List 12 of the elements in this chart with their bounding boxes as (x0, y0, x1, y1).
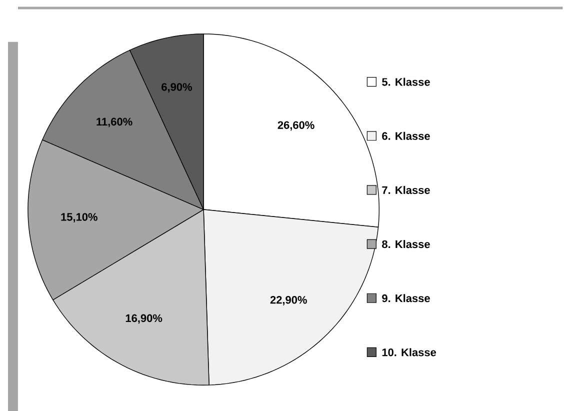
legend-label: 8. Klasse (382, 240, 430, 248)
data-label: 15,10% (61, 213, 98, 222)
legend-label: 7. Klasse (382, 186, 430, 194)
legend-label: 6. Klasse (382, 132, 430, 140)
data-label: 16,90% (126, 314, 162, 324)
data-label: 22,90% (270, 296, 307, 306)
data-label: 11,60% (96, 118, 132, 128)
legend-label: 10. Klasse (382, 348, 436, 356)
data-label: 26,60% (278, 121, 314, 131)
legend-label: 5. Klasse (382, 78, 430, 86)
data-label: 6,90% (162, 83, 192, 92)
legend-label: 9. Klasse (382, 294, 430, 302)
